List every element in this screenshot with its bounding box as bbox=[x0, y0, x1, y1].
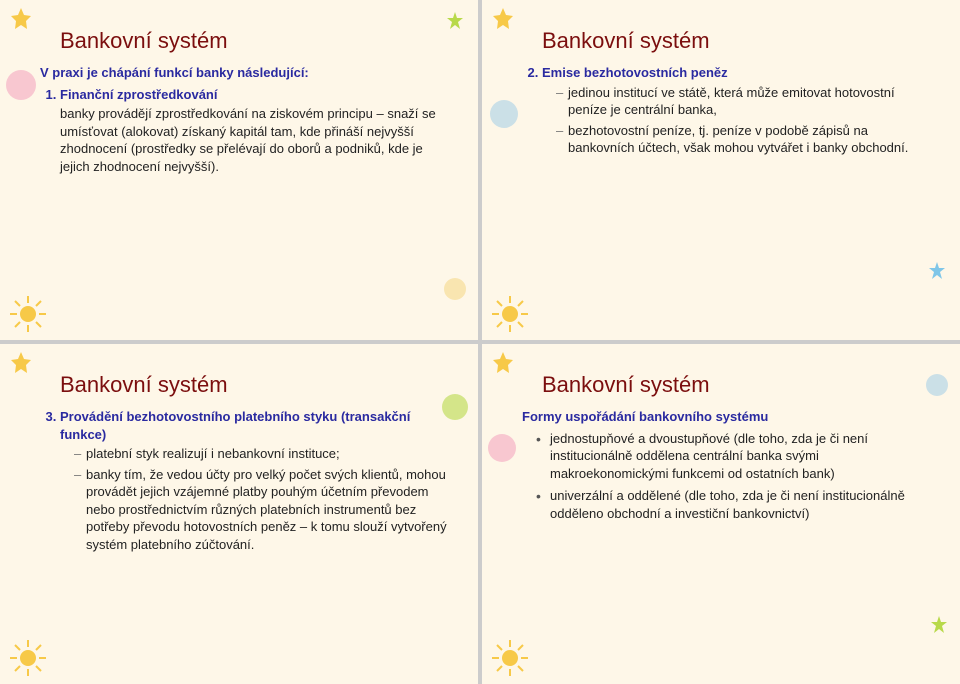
star-icon bbox=[446, 12, 464, 30]
sun-icon bbox=[10, 640, 46, 676]
star-icon bbox=[492, 8, 514, 30]
dash-list: jedinou institucí ve státě, která může e… bbox=[542, 84, 930, 157]
numbered-list: Provádění bezhotovostního platebního sty… bbox=[40, 408, 448, 553]
slide-body: Formy uspořádání bankovního systému jedn… bbox=[512, 408, 930, 522]
slide-2: Bankovní systém Emise bezhotovostních pe… bbox=[482, 0, 960, 340]
item-desc: banky provádějí zprostředkování na zisko… bbox=[60, 105, 448, 175]
list-item: Emise bezhotovostních peněz jedinou inst… bbox=[542, 64, 930, 157]
slide-body: Provádění bezhotovostního platebního sty… bbox=[30, 408, 448, 553]
slide-3: Bankovní systém Provádění bezhotovostníh… bbox=[0, 344, 478, 684]
item-heading: Finanční zprostředkování bbox=[60, 87, 217, 102]
sun-icon bbox=[492, 296, 528, 332]
sun-icon bbox=[10, 296, 46, 332]
star-icon bbox=[10, 8, 32, 30]
slide-title: Bankovní systém bbox=[512, 372, 930, 398]
slide-title: Bankovní systém bbox=[30, 28, 448, 54]
lead-text: V praxi je chápání funkcí banky následuj… bbox=[40, 64, 448, 82]
dash-item: platební styk realizují i nebankovní ins… bbox=[74, 445, 448, 463]
sun-icon bbox=[492, 640, 528, 676]
dot-item: univerzální a oddělené (dle toho, zda je… bbox=[536, 487, 930, 522]
dash-item: jedinou institucí ve státě, která může e… bbox=[556, 84, 930, 119]
numbered-list: Finanční zprostředkování banky provádějí… bbox=[40, 86, 448, 176]
dot-item: jednostupňové a dvoustupňové (dle toho, … bbox=[536, 430, 930, 483]
star-icon bbox=[492, 352, 514, 374]
list-item: Finanční zprostředkování banky provádějí… bbox=[60, 86, 448, 176]
slide-title: Bankovní systém bbox=[30, 372, 448, 398]
item-heading: Emise bezhotovostních peněz bbox=[542, 65, 728, 80]
star-icon bbox=[930, 616, 948, 634]
slide-title: Bankovní systém bbox=[512, 28, 930, 54]
dash-item: bezhotovostní peníze, tj. peníze v podob… bbox=[556, 122, 930, 157]
slide-1: Bankovní systém V praxi je chápání funkc… bbox=[0, 0, 478, 340]
dot-list: jednostupňové a dvoustupňové (dle toho, … bbox=[522, 430, 930, 523]
star-icon bbox=[928, 262, 946, 280]
lead-text: Formy uspořádání bankovního systému bbox=[522, 408, 930, 426]
dash-item: banky tím, že vedou účty pro velký počet… bbox=[74, 466, 448, 554]
numbered-list: Emise bezhotovostních peněz jedinou inst… bbox=[522, 64, 930, 157]
slide-body: V praxi je chápání funkcí banky následuj… bbox=[30, 64, 448, 175]
slide-body: Emise bezhotovostních peněz jedinou inst… bbox=[512, 64, 930, 157]
circle-yellow bbox=[444, 278, 466, 300]
star-icon bbox=[10, 352, 32, 374]
item-heading: Provádění bezhotovostního platebního sty… bbox=[60, 409, 410, 442]
dash-list: platební styk realizují i nebankovní ins… bbox=[60, 445, 448, 553]
list-item: Provádění bezhotovostního platebního sty… bbox=[60, 408, 448, 553]
slide-4: Bankovní systém Formy uspořádání bankovn… bbox=[482, 344, 960, 684]
